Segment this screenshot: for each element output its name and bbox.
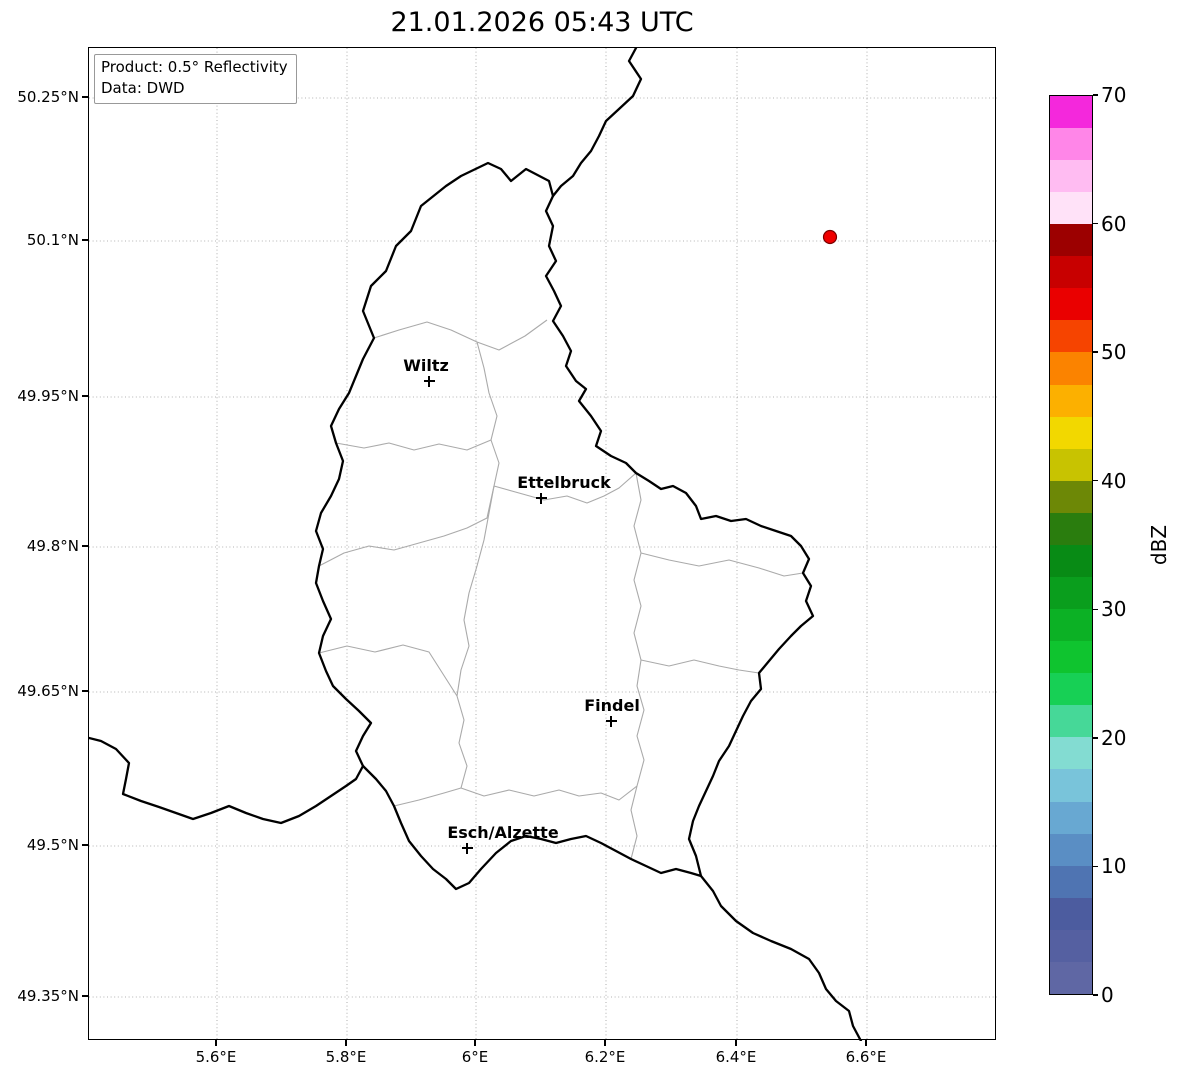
colorbar-segment <box>1050 256 1092 289</box>
city-layer: Wiltz Ettelbruck Findel Esch/Alzette <box>89 48 995 1039</box>
y-axis-tick-mark <box>82 995 88 997</box>
luxembourg-border <box>314 161 815 891</box>
colorbar-segment <box>1050 737 1092 770</box>
colorbar-segment <box>1050 159 1092 193</box>
colorbar-segment <box>1050 416 1092 449</box>
colorbar-tick-label: 20 <box>1101 725 1127 750</box>
y-axis-tick-label: 50.25°N <box>17 88 79 106</box>
x-axis-tick-mark <box>604 1040 606 1046</box>
colorbar-tick-label: 0 <box>1101 983 1114 1007</box>
colorbar-segment <box>1050 224 1092 257</box>
x-axis-tick-mark <box>865 1040 867 1046</box>
x-axis-tick-label: 6°E <box>461 1048 489 1066</box>
colorbar-segment <box>1050 320 1092 353</box>
x-axis-tick-label: 6.2°E <box>584 1048 626 1066</box>
colorbar-tick-mark <box>1092 480 1098 482</box>
y-axis-tick-mark <box>82 844 88 846</box>
colorbar-tick-mark <box>1092 737 1098 739</box>
colorbar-segment <box>1050 576 1092 610</box>
colorbar-segment <box>1050 192 1092 225</box>
germany-belgium-border <box>551 48 643 198</box>
colorbar-segment <box>1050 929 1092 962</box>
y-axis-tick-label: 49.65°N <box>17 682 79 700</box>
colorbar-segment <box>1050 641 1092 674</box>
colorbar-tick-mark <box>1092 222 1098 225</box>
colorbar-segment <box>1050 448 1092 481</box>
x-axis-tick-label: 6.6°E <box>845 1048 887 1066</box>
city-label: Esch/Alzette <box>447 823 559 842</box>
colorbar-segment <box>1050 865 1092 898</box>
moselle-border <box>699 874 863 1041</box>
city-label: Ettelbruck <box>517 473 611 492</box>
map-plot-area: Product: 0.5° Reflectivity Data: DWD Wil… <box>88 47 997 1041</box>
colorbar-segment <box>1050 95 1092 128</box>
colorbar-segments <box>1050 95 1092 994</box>
colorbar-segment <box>1050 833 1092 866</box>
colorbar-segment <box>1050 897 1092 930</box>
colorbar-segment <box>1050 673 1092 706</box>
colorbar-tick-mark <box>1092 94 1098 96</box>
gridlines <box>89 48 997 1041</box>
y-axis-tick-mark <box>82 96 88 98</box>
y-axis-tick-label: 49.35°N <box>17 987 79 1005</box>
colorbar-segment <box>1050 384 1092 417</box>
district-borders <box>318 319 804 860</box>
colorbar-segment <box>1050 609 1092 642</box>
colorbar-segment <box>1050 705 1092 738</box>
city-marker-icon <box>423 375 435 387</box>
colorbar-segment <box>1050 352 1092 385</box>
y-axis-tick-mark <box>82 395 88 397</box>
y-axis-tick-label: 50.1°N <box>26 231 79 249</box>
colorbar-tick-label: 60 <box>1101 211 1127 236</box>
x-axis-tick-mark <box>474 1040 476 1046</box>
map-canvas <box>89 48 997 1041</box>
product-label: Product: 0.5° Reflectivity <box>101 58 288 76</box>
colorbar-segment <box>1050 961 1092 994</box>
country-borders <box>89 48 863 1041</box>
colorbar-segment <box>1050 801 1092 834</box>
city-marker-icon <box>535 492 547 504</box>
colorbar-segment <box>1050 512 1092 545</box>
colorbar-tick-label: 70 <box>1101 83 1127 107</box>
colorbar-tick-mark <box>1092 608 1098 610</box>
y-axis-tick-label: 49.5°N <box>26 836 79 854</box>
y-axis-tick-mark <box>82 239 88 241</box>
colorbar-tick-label: 10 <box>1101 854 1127 879</box>
x-axis-tick-label: 6.4°E <box>715 1048 757 1066</box>
colorbar-unit-label: dBZ <box>1147 524 1171 566</box>
colorbar-segment <box>1050 480 1092 513</box>
x-axis-tick-mark <box>345 1040 347 1046</box>
y-axis-tick-label: 49.8°N <box>26 537 79 555</box>
y-axis-tick-mark <box>82 545 88 547</box>
colorbar-tick-label: 50 <box>1101 340 1127 365</box>
colorbar-segment <box>1050 127 1092 160</box>
city-label: Wiltz <box>403 356 449 375</box>
colorbar-segment <box>1050 288 1092 321</box>
city-marker-icon <box>605 715 617 727</box>
radar-echo-dot <box>822 229 838 245</box>
france-border <box>89 736 365 825</box>
x-axis-tick-label: 5.8°E <box>325 1048 367 1066</box>
colorbar-tick-mark <box>1092 994 1098 996</box>
x-axis-tick-mark <box>735 1040 737 1046</box>
y-axis-tick-label: 49.95°N <box>17 387 79 405</box>
colorbar-segment <box>1050 769 1092 802</box>
colorbar <box>1049 95 1093 995</box>
city-marker-icon <box>461 842 473 854</box>
colorbar-tick-mark <box>1092 351 1098 353</box>
x-axis-tick-mark <box>215 1040 217 1046</box>
colorbar-segment <box>1050 544 1092 577</box>
colorbar-tick-label: 40 <box>1101 468 1127 493</box>
info-box: Product: 0.5° Reflectivity Data: DWD <box>94 54 297 104</box>
figure-title: 21.01.2026 05:43 UTC <box>390 7 694 38</box>
colorbar-tick-mark <box>1092 865 1098 868</box>
y-axis-tick-mark <box>82 690 88 692</box>
data-source-label: Data: DWD <box>101 79 185 97</box>
x-axis-tick-label: 5.6°E <box>195 1048 237 1066</box>
city-label: Findel <box>584 696 640 715</box>
colorbar-tick-label: 30 <box>1101 597 1127 622</box>
